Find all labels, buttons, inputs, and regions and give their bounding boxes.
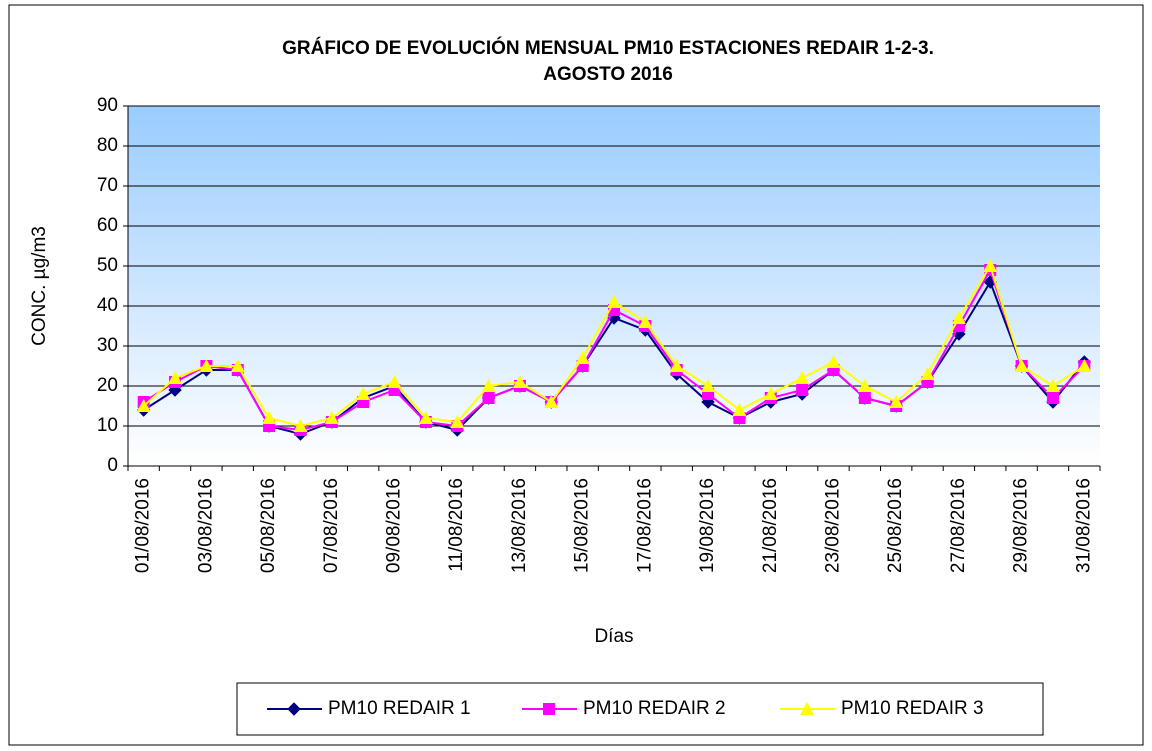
legend [236,682,1044,736]
data-point [763,387,778,400]
x-tick-label: 31/08/2016 [1073,478,1094,573]
x-tick-label: 23/08/2016 [822,478,843,573]
data-point [512,375,527,388]
x-tick-label: 27/08/2016 [948,478,969,573]
data-point [858,392,871,404]
data-point [293,419,308,432]
data-point [857,379,872,392]
data-point [481,379,496,392]
y-tick-label: 80 [97,135,118,156]
x-tick-label: 09/08/2016 [384,478,405,573]
legend-marker [287,702,301,716]
data-point [136,399,151,412]
data-point [732,403,747,416]
x-tick-label: 03/08/2016 [195,478,216,573]
legend-marker [800,702,814,715]
y-tick-label: 60 [97,215,118,236]
x-tick-label: 15/08/2016 [572,478,593,573]
x-tick-label: 13/08/2016 [509,478,530,573]
y-tick-label: 20 [97,375,118,396]
data-point [1014,359,1029,372]
x-tick-label: 07/08/2016 [321,478,342,573]
data-point [826,355,841,368]
data-point [199,359,214,372]
x-tick-label: 05/08/2016 [258,478,279,573]
data-point [669,359,684,372]
data-point [230,359,245,372]
data-point [356,387,371,400]
y-tick-label: 0 [107,455,118,476]
x-tick-label: 25/08/2016 [885,478,906,573]
x-tick-label: 01/08/2016 [133,478,154,573]
data-point [1046,392,1059,404]
plot-area [128,106,1100,466]
data-point [262,411,277,424]
data-point [889,395,904,408]
data-point [983,259,998,272]
data-point [920,367,935,380]
y-axis-label: CONC. µg/m3 [29,226,50,346]
legend-label: PM10 REDAIR 1 [328,698,471,719]
data-point [168,371,183,384]
data-point [951,311,966,324]
y-tick-label: 90 [97,95,118,116]
data-point [544,395,559,408]
x-tick-label: 21/08/2016 [760,478,781,573]
data-point [701,379,716,392]
data-point [482,392,495,404]
legend-label: PM10 REDAIR 2 [583,698,726,719]
data-point [638,315,653,328]
data-point [795,371,810,384]
chart-title: AGOSTO 2016 [543,64,673,85]
x-tick-label: 29/08/2016 [1011,478,1032,573]
y-tick-label: 10 [97,415,118,436]
data-point [1045,379,1060,392]
legend-marker [543,703,555,715]
data-point [324,411,339,424]
data-point [418,411,433,424]
legend-label: PM10 REDAIR 3 [841,698,984,719]
data-point [387,375,402,388]
x-tick-label: 11/08/2016 [446,478,467,572]
data-point [607,295,621,308]
y-tick-label: 50 [97,255,118,276]
y-tick-label: 70 [97,175,118,196]
y-tick-label: 40 [97,295,118,316]
data-point [1077,359,1092,372]
data-point [796,384,809,396]
data-point [575,351,590,364]
x-axis-label: Días [594,626,633,647]
x-tick-label: 17/08/2016 [634,478,655,573]
chart-title: GRÁFICO DE EVOLUCIÓN MENSUAL PM10 ESTACI… [282,37,934,59]
data-point [450,415,465,428]
y-tick-label: 30 [97,335,118,356]
x-tick-label: 19/08/2016 [697,478,718,573]
